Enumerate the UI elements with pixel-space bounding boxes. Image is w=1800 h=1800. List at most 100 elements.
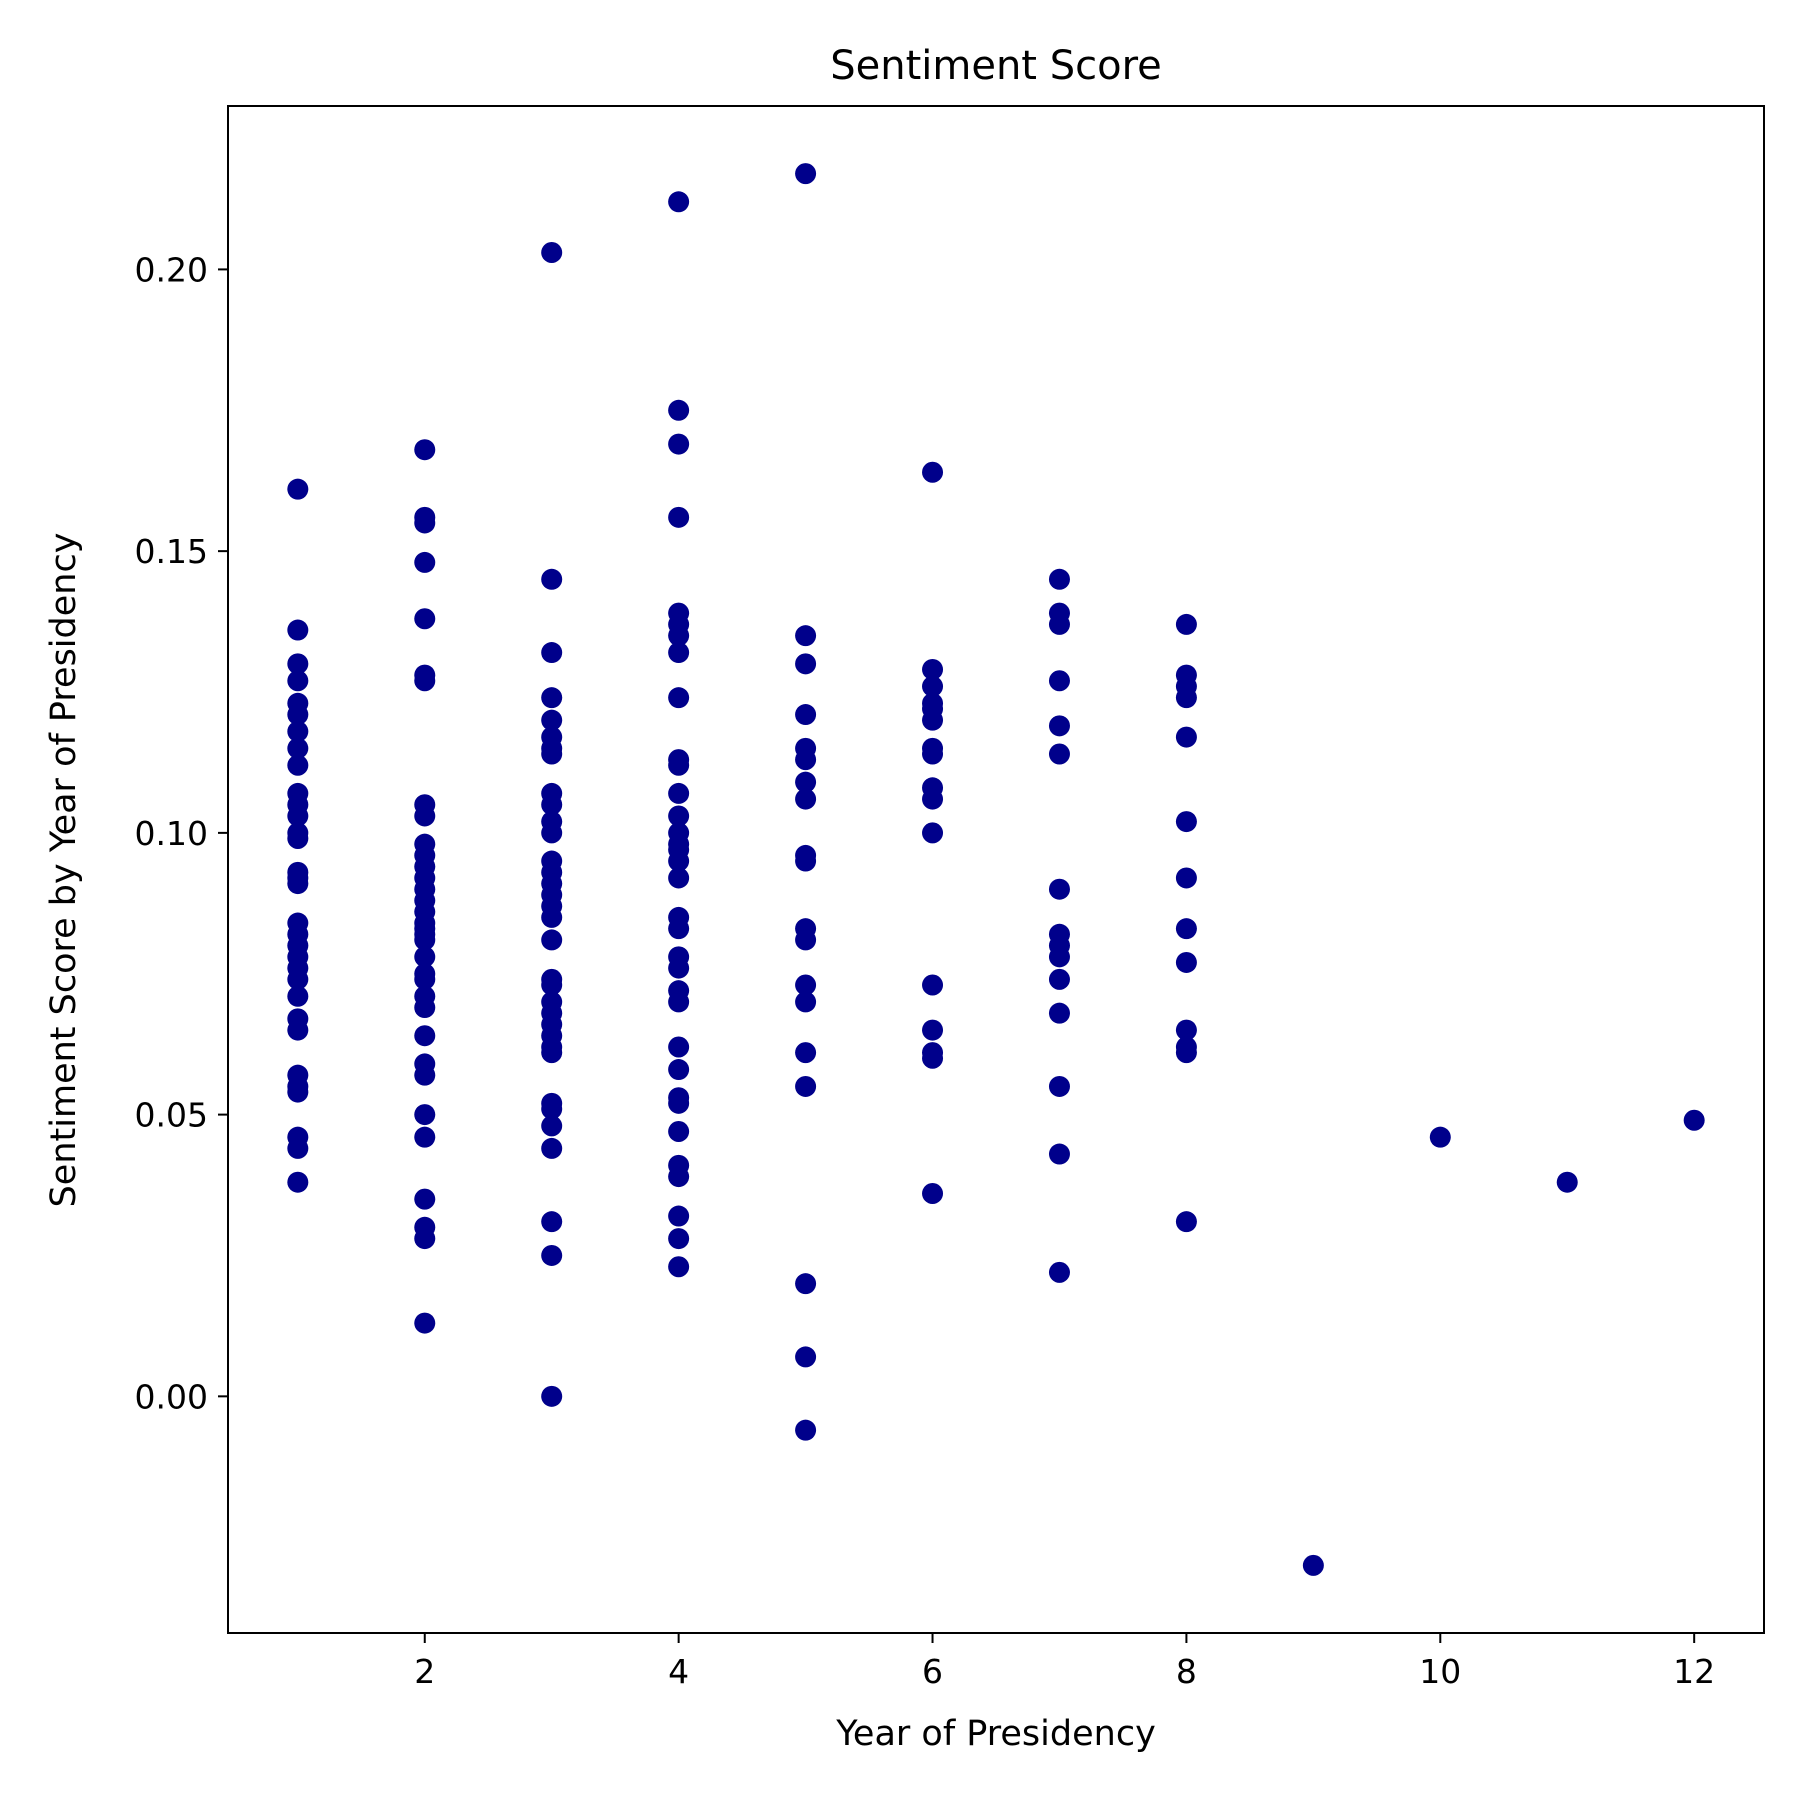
data-point <box>1048 613 1070 635</box>
y-tick-label: 0.05 <box>135 1096 208 1135</box>
data-point <box>1175 1019 1197 1041</box>
data-point <box>668 991 690 1013</box>
data-point <box>795 788 817 810</box>
data-point <box>668 918 690 940</box>
x-tick-label: 2 <box>414 1652 435 1691</box>
data-point <box>541 1115 563 1137</box>
data-point <box>287 1137 309 1159</box>
data-point <box>1429 1126 1451 1148</box>
plot-frame <box>227 105 1765 1634</box>
data-point <box>1175 687 1197 709</box>
data-point <box>414 1228 436 1250</box>
data-point <box>795 625 817 647</box>
data-point <box>795 974 817 996</box>
data-point <box>668 1166 690 1188</box>
data-point <box>668 625 690 647</box>
data-point <box>414 1188 436 1210</box>
data-point <box>541 1137 563 1159</box>
data-point <box>795 163 817 185</box>
data-point <box>287 754 309 776</box>
data-point <box>1048 946 1070 968</box>
data-point <box>795 653 817 675</box>
data-point <box>922 461 944 483</box>
data-point <box>1048 968 1070 990</box>
x-axis-ticks: 2 4 6 8 10 12 <box>414 1633 1715 1691</box>
data-point <box>541 642 563 664</box>
data-point <box>414 929 436 951</box>
x-tick-label: 12 <box>1673 1652 1715 1691</box>
data-point <box>795 1042 817 1064</box>
data-point <box>922 788 944 810</box>
data-point <box>668 506 690 528</box>
data-point <box>541 1385 563 1407</box>
data-point <box>1175 811 1197 833</box>
y-tick-label: 0.15 <box>135 532 208 571</box>
data-point <box>795 929 817 951</box>
data-point <box>541 1042 563 1064</box>
data-point <box>1175 1211 1197 1233</box>
data-point <box>922 709 944 731</box>
data-point <box>287 478 309 500</box>
data-point <box>287 985 309 1007</box>
x-tick-label: 4 <box>668 1652 689 1691</box>
data-point <box>287 704 309 726</box>
data-point <box>541 1098 563 1120</box>
data-point <box>541 709 563 731</box>
data-point <box>922 675 944 697</box>
data-point <box>1048 1261 1070 1283</box>
data-point <box>668 754 690 776</box>
data-point <box>287 1171 309 1193</box>
data-point <box>541 1244 563 1266</box>
data-point <box>541 743 563 765</box>
data-point <box>1048 1002 1070 1024</box>
data-point <box>414 608 436 630</box>
data-point <box>668 867 690 889</box>
data-point <box>1175 613 1197 635</box>
data-point <box>922 1047 944 1069</box>
data-point <box>287 873 309 895</box>
y-tick-label: 0.20 <box>135 250 208 289</box>
data-point <box>287 670 309 692</box>
data-point <box>668 782 690 804</box>
data-point <box>668 1256 690 1278</box>
data-point <box>922 743 944 765</box>
data-point <box>541 568 563 590</box>
data-point <box>1683 1109 1705 1131</box>
y-tick-label: 0.10 <box>135 814 208 853</box>
data-point <box>541 822 563 844</box>
data-point <box>795 1075 817 1097</box>
data-point <box>668 191 690 213</box>
data-point <box>1175 726 1197 748</box>
data-point <box>668 805 690 827</box>
data-point <box>795 991 817 1013</box>
data-point <box>287 1019 309 1041</box>
data-point <box>1175 867 1197 889</box>
data-point <box>795 771 817 793</box>
x-tick-label: 6 <box>922 1652 943 1691</box>
data-point <box>922 1019 944 1041</box>
data-point <box>1048 568 1070 590</box>
data-point <box>668 1228 690 1250</box>
data-point <box>541 974 563 996</box>
data-point <box>287 805 309 827</box>
data-point <box>414 997 436 1019</box>
data-point <box>1048 670 1070 692</box>
data-point <box>287 1081 309 1103</box>
data-point <box>287 828 309 850</box>
data-point <box>414 968 436 990</box>
data-point <box>414 551 436 573</box>
data-point <box>795 1419 817 1441</box>
data-point <box>1556 1171 1578 1193</box>
data-point <box>922 974 944 996</box>
data-point <box>1048 715 1070 737</box>
data-point <box>795 704 817 726</box>
data-point <box>795 1346 817 1368</box>
data-point <box>414 1104 436 1126</box>
data-point <box>668 850 690 872</box>
data-point <box>541 929 563 951</box>
points-layer <box>287 163 1705 1576</box>
data-point <box>414 1064 436 1086</box>
data-point <box>922 822 944 844</box>
